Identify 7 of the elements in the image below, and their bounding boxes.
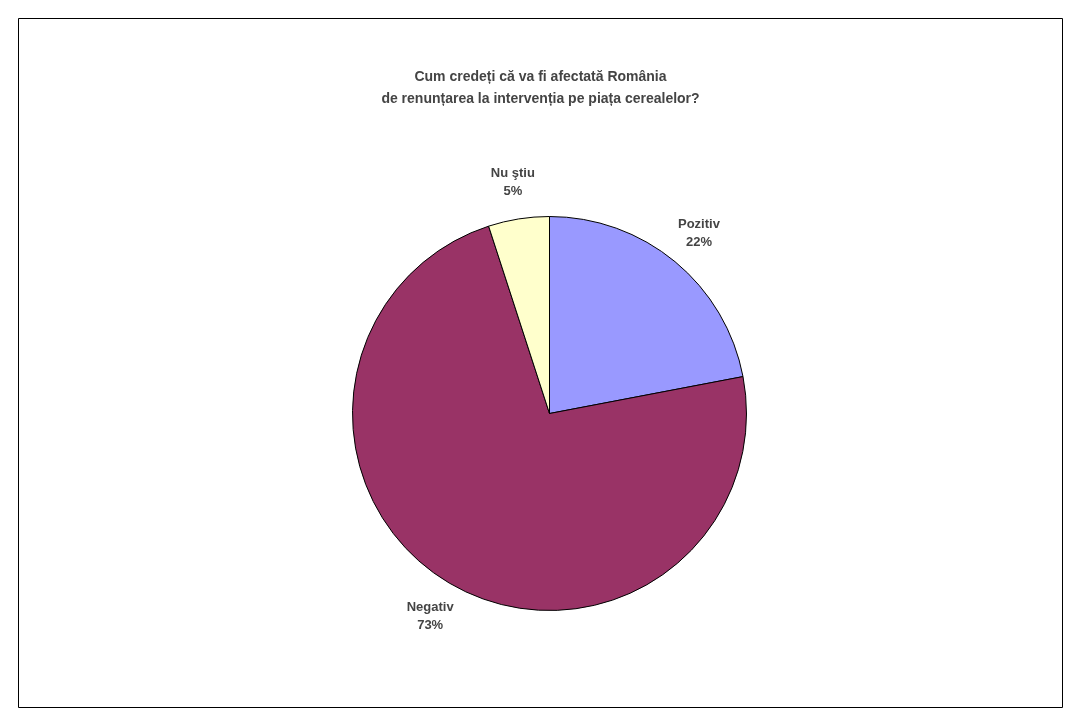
data-label: 5% xyxy=(503,183,523,199)
chart-title: Cum credeți că va fi afectată România de renunțarea la intervenția pe piața cerealelor? xyxy=(381,67,700,106)
slice-label: Nu ştiu xyxy=(490,165,535,181)
slice-label: Pozitiv xyxy=(677,216,721,232)
data-label: 22% xyxy=(685,234,713,250)
data-label: 73% xyxy=(417,616,444,632)
slice-label: Negativ xyxy=(406,598,455,614)
